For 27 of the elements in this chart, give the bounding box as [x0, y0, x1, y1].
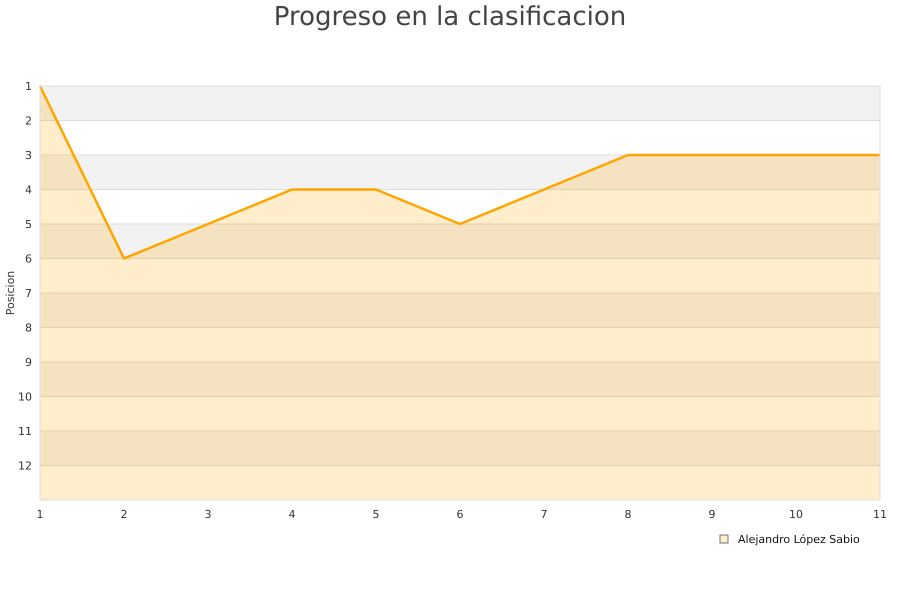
y-tick-label: 9 [25, 356, 32, 369]
y-tick-label: 10 [18, 390, 32, 404]
x-tick-label: 1 [36, 508, 44, 521]
x-tick-label: 11 [873, 508, 887, 521]
x-tick-label: 3 [204, 508, 212, 521]
line-series [38, 84, 882, 260]
y-tick-label: 2 [25, 114, 32, 128]
x-tick-label: 4 [288, 508, 296, 521]
x-tick-label: 10 [789, 508, 803, 521]
x-tick-label: 5 [372, 508, 380, 521]
y-tick-label: 8 [25, 321, 32, 334]
y-tick-label: 3 [25, 148, 32, 162]
x-tick-label: 6 [456, 508, 464, 521]
y-tick-label: 5 [25, 218, 32, 231]
y-tick-label: 12 [18, 459, 32, 472]
y-tick-label: 11 [18, 424, 32, 438]
legend-label: Alejandro López Sabio [738, 532, 860, 546]
y-tick-label: 1 [25, 80, 32, 93]
chart-title: Progreso en la clasificacion [274, 2, 626, 32]
y-tick-label: 4 [25, 183, 32, 196]
x-tick-label: 2 [120, 508, 128, 521]
y-tick-label: 7 [25, 286, 32, 300]
y-tick-label: 6 [25, 252, 32, 266]
x-tick-label: 9 [708, 508, 716, 521]
y-axis-title: Posicion [4, 270, 17, 316]
x-tick-label: 7 [540, 508, 548, 521]
x-tick-label: 8 [624, 508, 632, 521]
